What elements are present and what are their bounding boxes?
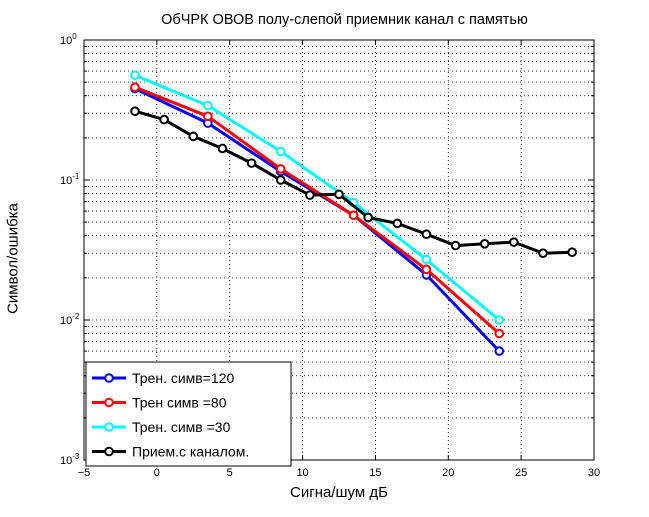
y-tick-label: 10-2 (60, 312, 80, 327)
data-point (159, 114, 169, 125)
data-point (538, 248, 548, 259)
series-line (134, 73, 501, 322)
data-point (494, 315, 505, 325)
legend-swatch-marker (104, 373, 114, 383)
x-tick-label: 0 (154, 467, 160, 479)
x-tick-label: 30 (588, 467, 600, 479)
data-point (363, 212, 373, 223)
data-point (567, 247, 577, 257)
data-point (275, 146, 286, 157)
x-axis-label: Сигна/шум дБ (290, 484, 388, 501)
x-tick-label: 10 (296, 467, 308, 479)
data-point (509, 237, 519, 247)
data-point (421, 254, 432, 265)
data-point (275, 164, 286, 174)
y-tick-label: 100 (60, 32, 77, 47)
data-point (130, 82, 140, 93)
axes (83, 39, 595, 461)
series-1 (130, 82, 505, 339)
data-point (275, 175, 286, 185)
series-group (130, 70, 577, 356)
legend-label: Трен. симв=120 (132, 370, 234, 386)
y-tick-label: 10-1 (60, 172, 80, 187)
x-tick-label: −5 (78, 467, 91, 479)
legend-label: Трен. симв =30 (132, 419, 231, 435)
grid (84, 40, 594, 460)
data-point (217, 143, 228, 154)
x-tick-label: 20 (442, 467, 454, 479)
legend-swatch-marker (104, 446, 114, 457)
data-point (479, 239, 490, 249)
data-point (246, 158, 257, 168)
legend-label: Трен симв =80 (132, 395, 227, 411)
data-point (494, 346, 505, 356)
x-tick-label: 25 (515, 467, 527, 479)
legend: Трен. симв=120 Трен симв =80 Трен. симв =3… (85, 361, 292, 467)
series-3 (130, 106, 577, 259)
x-tick-label: 15 (369, 467, 381, 479)
data-point (348, 210, 359, 221)
legend-label: Прием.с каналом. (132, 444, 249, 460)
series-line (134, 85, 501, 335)
y-axis-label: Символ/ошибка (4, 203, 22, 314)
chart-title: ОбЧРК ОВОВ полу-слепой приемник канал с … (161, 12, 528, 28)
legend-swatch-marker (104, 397, 114, 408)
data-point (203, 100, 213, 111)
x-tick-label: 5 (227, 467, 233, 479)
data-point (421, 264, 432, 275)
data-point (421, 229, 432, 240)
series-line (134, 109, 573, 255)
y-tick-label: 10-3 (60, 452, 80, 467)
data-point (188, 131, 199, 142)
data-point (494, 328, 505, 339)
data-point (450, 240, 461, 251)
data-point (334, 189, 344, 200)
legend-swatch-marker (104, 422, 114, 432)
data-point (203, 111, 213, 122)
tick-labels: −5 0 5 10 15 20 25 30 100 10-1 10-2 10-3 (60, 32, 600, 479)
data-point (130, 70, 140, 81)
data-point (392, 218, 403, 229)
data-point (305, 190, 315, 200)
data-point (130, 106, 140, 117)
axes-box (83, 39, 595, 461)
